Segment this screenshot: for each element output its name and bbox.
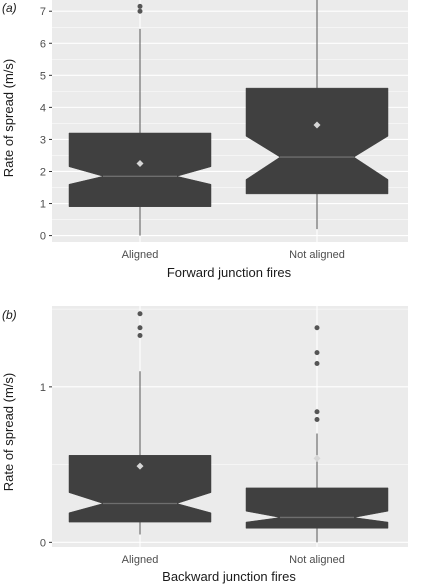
y-tick-label: 2 bbox=[40, 166, 46, 178]
mean-marker bbox=[136, 159, 144, 167]
mean-marker bbox=[136, 462, 144, 470]
box-body bbox=[245, 487, 389, 529]
y-tick-label: 5 bbox=[40, 70, 46, 82]
outlier-point bbox=[314, 350, 320, 356]
box-aligned bbox=[68, 3, 212, 236]
panel-a: (a) 0 1 2 3 4 5 6 7 Aligned Not aligned Forward… bbox=[1, 0, 408, 280]
box-aligned bbox=[68, 311, 212, 535]
boxes-a bbox=[68, 0, 389, 236]
x-axis-title-a: Forward junction fires bbox=[167, 265, 292, 280]
outlier-point bbox=[314, 409, 320, 415]
x-axis-title-b: Backward junction fires bbox=[162, 569, 296, 584]
mean-marker bbox=[313, 454, 321, 462]
x-tick-label-not-aligned-b: Not aligned bbox=[289, 554, 345, 566]
y-ticks-a: 0 1 2 3 4 5 6 7 bbox=[40, 6, 52, 243]
box-body bbox=[245, 87, 389, 195]
box-not-aligned bbox=[245, 325, 389, 543]
y-tick-label: 7 bbox=[40, 6, 46, 18]
x-tick-label-not-aligned-a: Not aligned bbox=[289, 249, 345, 261]
outlier-point bbox=[314, 325, 320, 331]
panel-a-tag: (a) bbox=[2, 1, 17, 15]
boxes-b bbox=[68, 311, 389, 543]
x-tick-label-aligned-b: Aligned bbox=[122, 554, 159, 566]
outlier-point bbox=[314, 361, 320, 367]
outlier-point bbox=[314, 417, 320, 423]
outlier-point bbox=[137, 3, 143, 9]
x-tick-label-aligned-a: Aligned bbox=[122, 249, 159, 261]
y-axis-title-a: Rate of spread (m/s) bbox=[1, 59, 16, 178]
panel-b-tag: (b) bbox=[2, 308, 17, 322]
outlier-point bbox=[137, 333, 143, 339]
y-tick-label: 0 bbox=[40, 537, 46, 549]
y-tick-label: 6 bbox=[40, 38, 46, 50]
outlier-point bbox=[137, 8, 143, 14]
outlier-point bbox=[137, 325, 143, 331]
y-tick-label: 1 bbox=[40, 199, 46, 211]
outlier-point bbox=[137, 311, 143, 317]
y-ticks-b: 01 bbox=[40, 382, 52, 549]
y-tick-label: 3 bbox=[40, 134, 46, 146]
mean-marker bbox=[313, 121, 321, 129]
y-tick-label: 4 bbox=[40, 102, 46, 114]
box-not-aligned bbox=[245, 0, 389, 230]
y-tick-label: 0 bbox=[40, 231, 46, 243]
box-body bbox=[68, 132, 212, 207]
panel-b: (b) 01 Aligned Not aligned Backward junc… bbox=[1, 306, 408, 584]
y-tick-label: 1 bbox=[40, 382, 46, 394]
y-axis-title-b: Rate of spread (m/s) bbox=[1, 373, 16, 492]
box-body bbox=[68, 455, 212, 523]
